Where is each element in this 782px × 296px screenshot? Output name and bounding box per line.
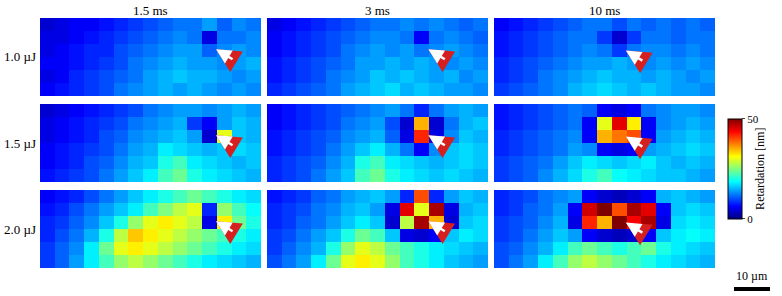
svg-text:0: 0 bbox=[747, 213, 753, 225]
svg-text:Retardation [nm]: Retardation [nm] bbox=[753, 128, 767, 210]
svg-text:2.0 µJ: 2.0 µJ bbox=[4, 222, 36, 237]
svg-text:1.5 µJ: 1.5 µJ bbox=[4, 136, 36, 151]
svg-text:1.5 ms: 1.5 ms bbox=[133, 3, 168, 18]
svg-text:10 ms: 10 ms bbox=[589, 3, 620, 18]
svg-text:10 µm: 10 µm bbox=[736, 269, 768, 283]
svg-text:50: 50 bbox=[747, 113, 759, 125]
svg-text:1.0 µJ: 1.0 µJ bbox=[4, 49, 36, 64]
svg-text:3 ms: 3 ms bbox=[365, 3, 390, 18]
